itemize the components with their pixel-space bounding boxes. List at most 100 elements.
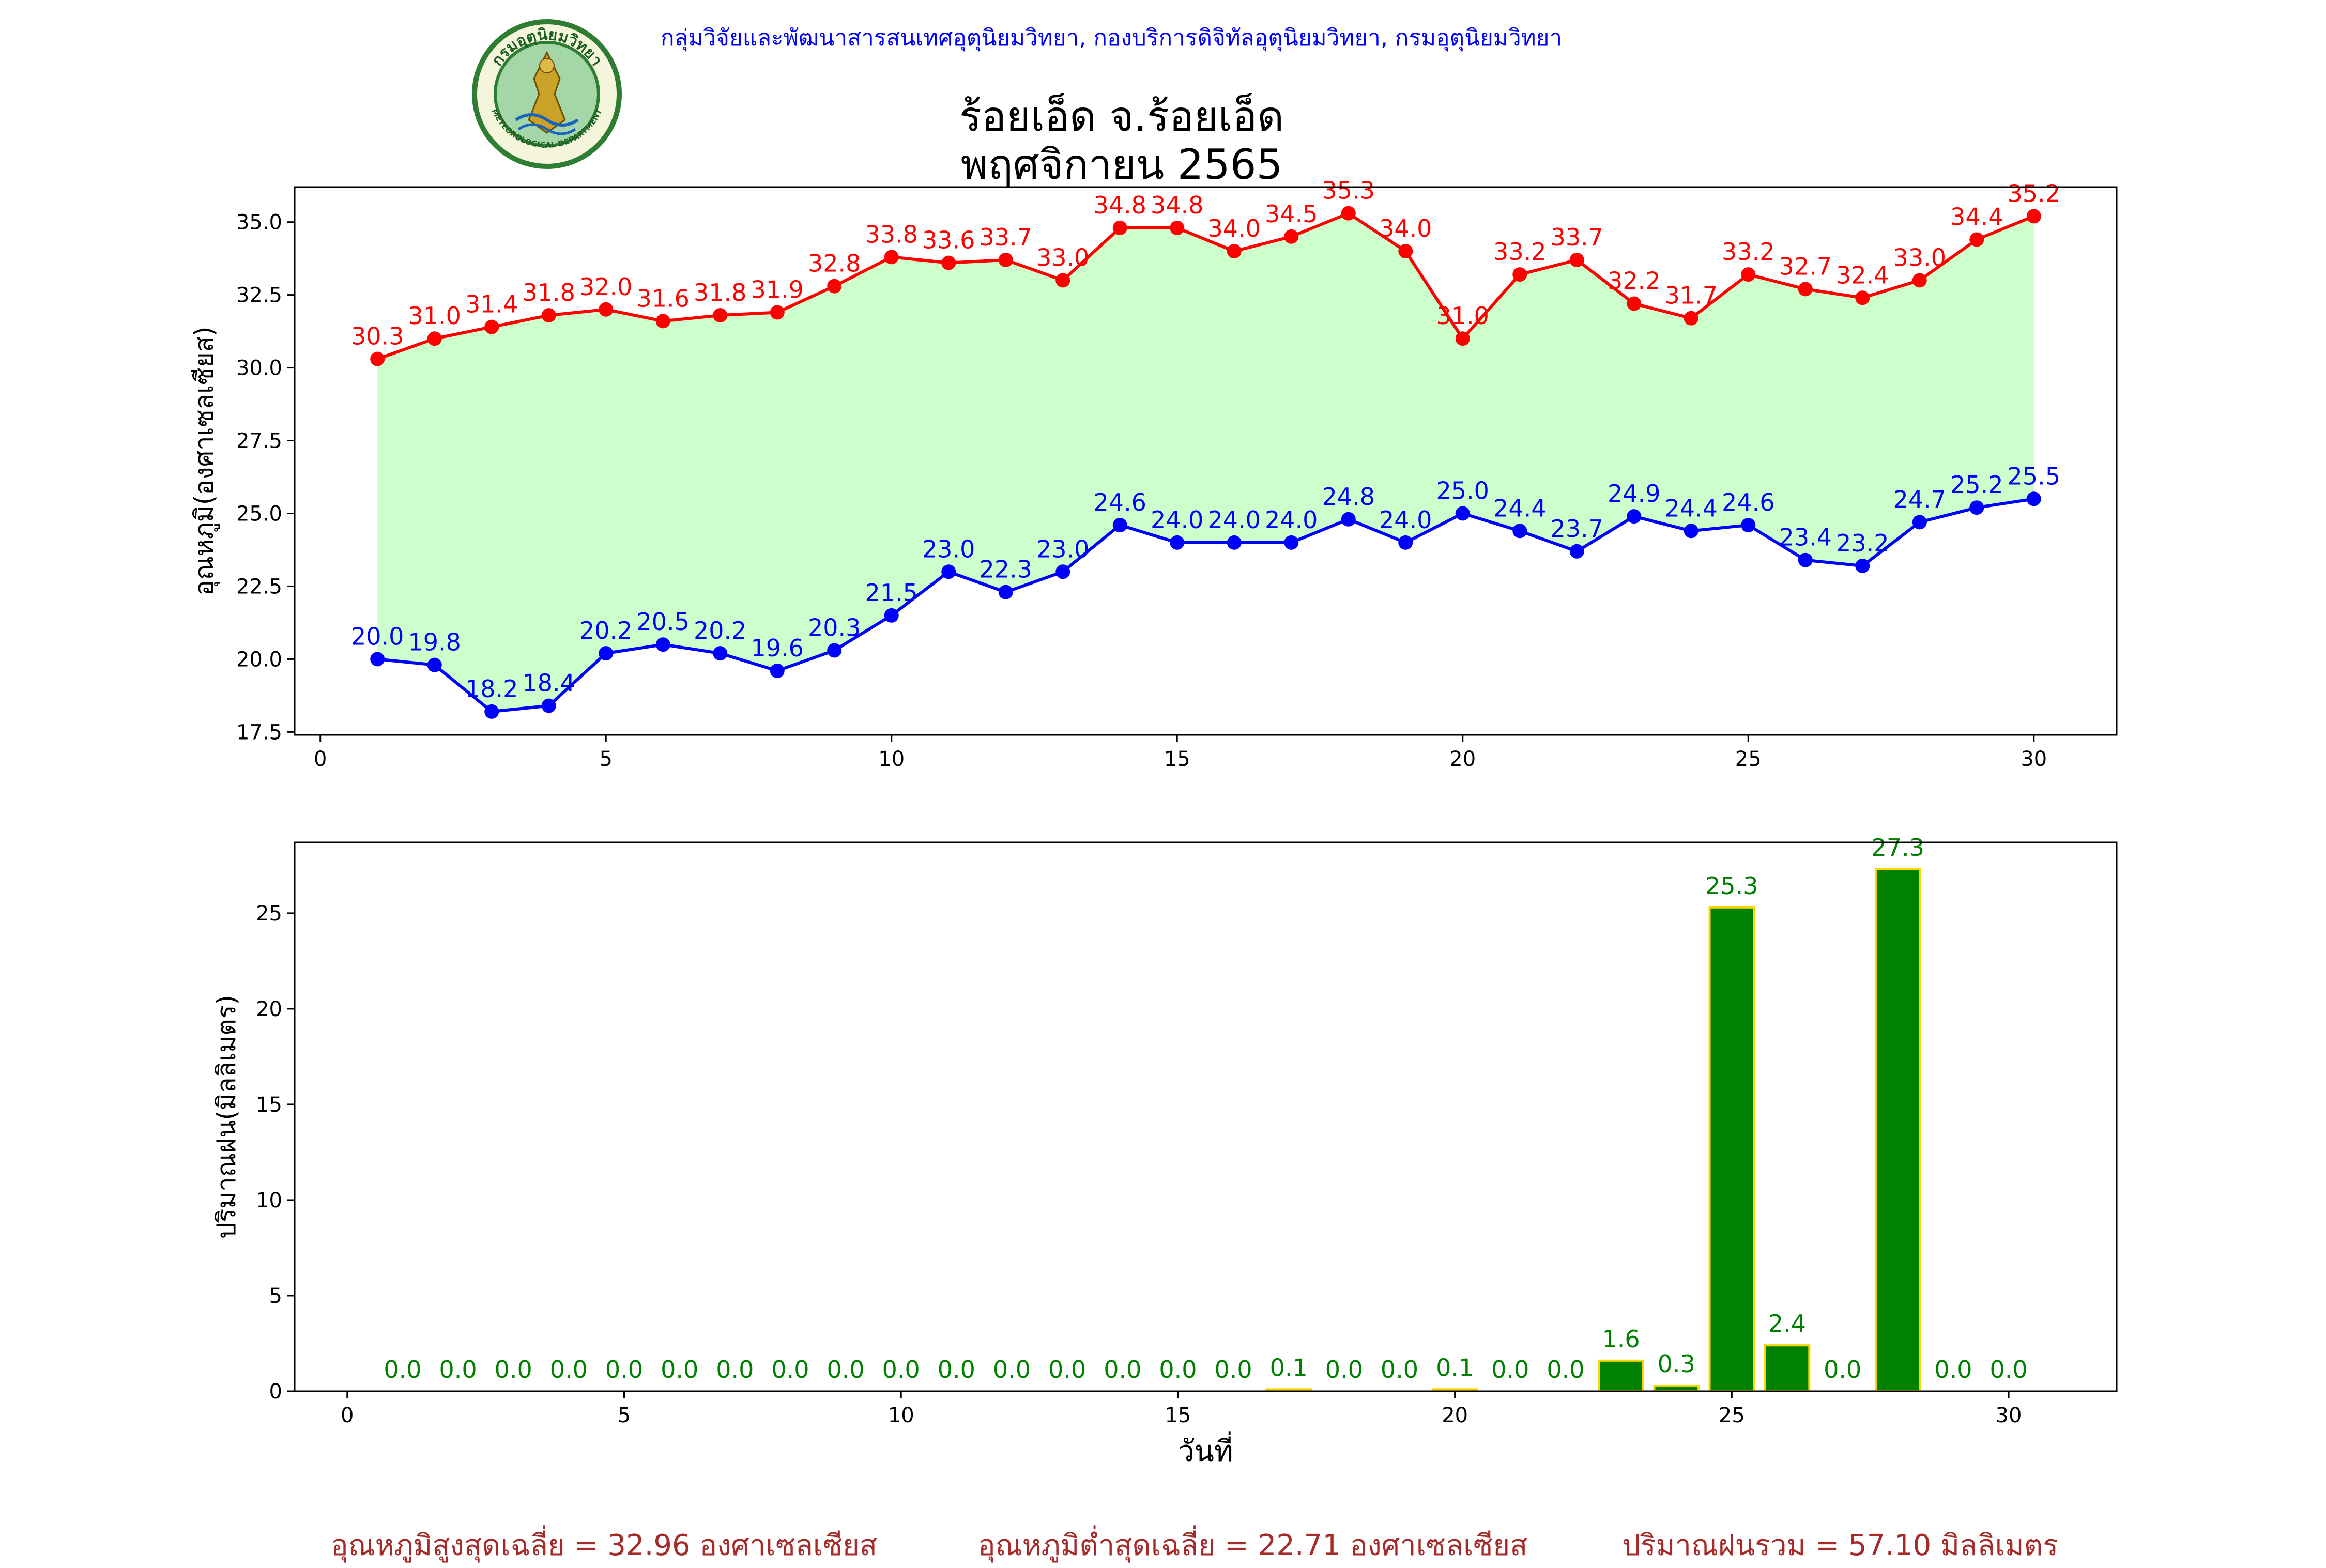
min-temp-label: 23.2	[1836, 529, 1889, 557]
rain-y-tick-label: 15	[256, 1093, 282, 1117]
max-temp-label: 32.8	[808, 250, 861, 278]
min-temp-label: 23.0	[922, 535, 975, 563]
rain-y-tick-label: 10	[256, 1189, 282, 1212]
max-temp-point	[655, 314, 670, 329]
max-temp-point	[1455, 331, 1470, 346]
min-temp-point	[1455, 506, 1470, 521]
max-temp-label: 32.4	[1836, 261, 1889, 289]
min-temp-point	[1798, 552, 1813, 567]
min-temp-point	[713, 646, 728, 661]
rain-y-tick-label: 5	[269, 1284, 282, 1308]
min-temp-point	[1341, 512, 1356, 527]
max-temp-point	[541, 308, 556, 323]
min-temp-label: 19.6	[751, 634, 804, 662]
rain-bar-label: 0.0	[550, 1356, 588, 1383]
max-temp-point	[1569, 252, 1584, 267]
max-temp-point	[1798, 282, 1813, 297]
temp-x-tick-label: 0	[314, 747, 327, 771]
max-temp-label: 33.7	[980, 223, 1032, 251]
min-temp-point	[1055, 564, 1070, 579]
min-temp-label: 24.0	[1208, 506, 1261, 534]
min-temp-point	[1912, 515, 1927, 530]
min-temp-point	[998, 585, 1013, 599]
max-temp-point	[1398, 244, 1413, 259]
agency-line: กลุ่มวิจัยและพัฒนาสารสนเทศอุตุนิยมวิทยา,…	[660, 25, 1563, 51]
rain-bar-label: 0.0	[1491, 1356, 1529, 1383]
rain-x-tick-label: 30	[1996, 1404, 2022, 1427]
min-temp-label: 24.9	[1608, 480, 1660, 508]
rain-bar	[1764, 1344, 1811, 1393]
min-temp-label: 25.5	[2008, 462, 2060, 490]
min-temp-label: 23.4	[1779, 524, 1832, 551]
rain-bar-label: 0.0	[716, 1356, 754, 1383]
temperature-y-axis-label: อุณหภูมิ(องศาเซลเซียส)	[189, 326, 220, 595]
rain-x-tick-label: 10	[888, 1404, 914, 1427]
max-temp-point	[370, 351, 385, 366]
min-temp-point	[1227, 535, 1242, 550]
min-temp-label: 20.3	[808, 613, 861, 641]
temp-y-tick-label: 25.0	[236, 502, 282, 526]
max-temp-point	[941, 255, 956, 270]
max-temp-label: 32.7	[1779, 252, 1832, 280]
temp-y-tick-label: 30.0	[236, 357, 282, 380]
max-temp-label: 34.4	[1950, 203, 2003, 230]
rain-bar-label: 0.0	[605, 1356, 643, 1383]
min-temp-label: 21.5	[865, 579, 918, 607]
rain-bar	[1653, 1384, 1700, 1392]
min-temp-label: 24.0	[1151, 506, 1203, 534]
max-temp-label: 34.8	[1151, 191, 1203, 219]
meteorological-department-seal-icon: กรมอุตุนิยมวิทยา METEOROLOGICAL DEPARTME…	[472, 19, 622, 169]
max-temp-point	[998, 252, 1013, 267]
rain-bar-label: 0.0	[1547, 1356, 1584, 1383]
rainfall-chart: 0.0 0.0 0.0 0.0 0.0 0.0 0.0 0.0 0.0 0.0 0.0 0.0 0.0 0…	[211, 834, 2118, 1468]
rain-bar-label: 0.0	[827, 1356, 864, 1383]
temp-x-tick-label: 10	[878, 747, 905, 771]
rainfall-plot-frame	[294, 841, 2118, 1392]
summary-min-average: อุณหภูมิต่ำสุดเฉลี่ย = 22.71 องศาเซลเซีย…	[978, 1529, 1528, 1562]
min-temp-label: 20.2	[579, 617, 632, 644]
max-temp-point	[1855, 290, 1870, 305]
max-temp-label: 35.2	[2008, 179, 2060, 207]
rain-bar-label: 0.0	[1214, 1356, 1252, 1383]
max-temp-label: 33.2	[1722, 238, 1774, 266]
max-temp-point	[1627, 296, 1642, 311]
min-temp-label: 20.0	[351, 622, 404, 650]
min-temp-label: 23.7	[1551, 515, 1603, 543]
max-temp-point	[427, 331, 442, 346]
rain-bar-label: 0.0	[771, 1356, 809, 1383]
max-temp-point	[1684, 311, 1698, 326]
min-temp-point	[1627, 509, 1642, 524]
rain-bar-label: 0.0	[1048, 1356, 1086, 1383]
max-temp-point	[770, 305, 785, 320]
logo: กรมอุตุนิยมวิทยา METEOROLOGICAL DEPARTME…	[469, 17, 624, 172]
rain-bar-label: 0.1	[1270, 1354, 1308, 1381]
temp-y-tick-label: 32.5	[236, 284, 282, 308]
min-temp-point	[770, 663, 785, 678]
max-temp-label: 33.8	[865, 220, 918, 248]
max-temp-point	[1170, 220, 1185, 235]
min-temp-point	[1569, 544, 1584, 559]
rain-y-tick-label: 0	[269, 1380, 282, 1404]
min-temp-point	[1741, 518, 1756, 533]
max-temperature-line	[377, 211, 2034, 361]
rain-x-tick-label: 20	[1442, 1404, 1468, 1427]
min-temp-point	[884, 608, 899, 623]
max-temp-label: 31.8	[694, 279, 746, 306]
rain-bar-label: 0.1	[1436, 1354, 1474, 1381]
min-temp-point	[1170, 535, 1185, 550]
temperature-range-fill	[377, 213, 2034, 712]
min-temp-label: 24.4	[1665, 494, 1718, 522]
temp-x-tick-label: 25	[1735, 747, 1762, 771]
max-temp-point	[1227, 244, 1242, 259]
max-temp-label: 32.2	[1608, 267, 1660, 295]
max-temp-point	[1741, 267, 1756, 282]
max-temp-point	[1341, 206, 1356, 221]
max-temp-label: 31.7	[1665, 282, 1718, 310]
chart-title-month: พฤศจิกายน 2565	[960, 141, 1283, 189]
max-temp-label: 34.8	[1094, 191, 1146, 219]
max-temp-point	[713, 308, 728, 323]
rain-bar-label: 0.0	[1990, 1356, 2027, 1383]
max-temp-label: 33.0	[1893, 243, 1946, 271]
max-temp-point	[1912, 273, 1927, 288]
